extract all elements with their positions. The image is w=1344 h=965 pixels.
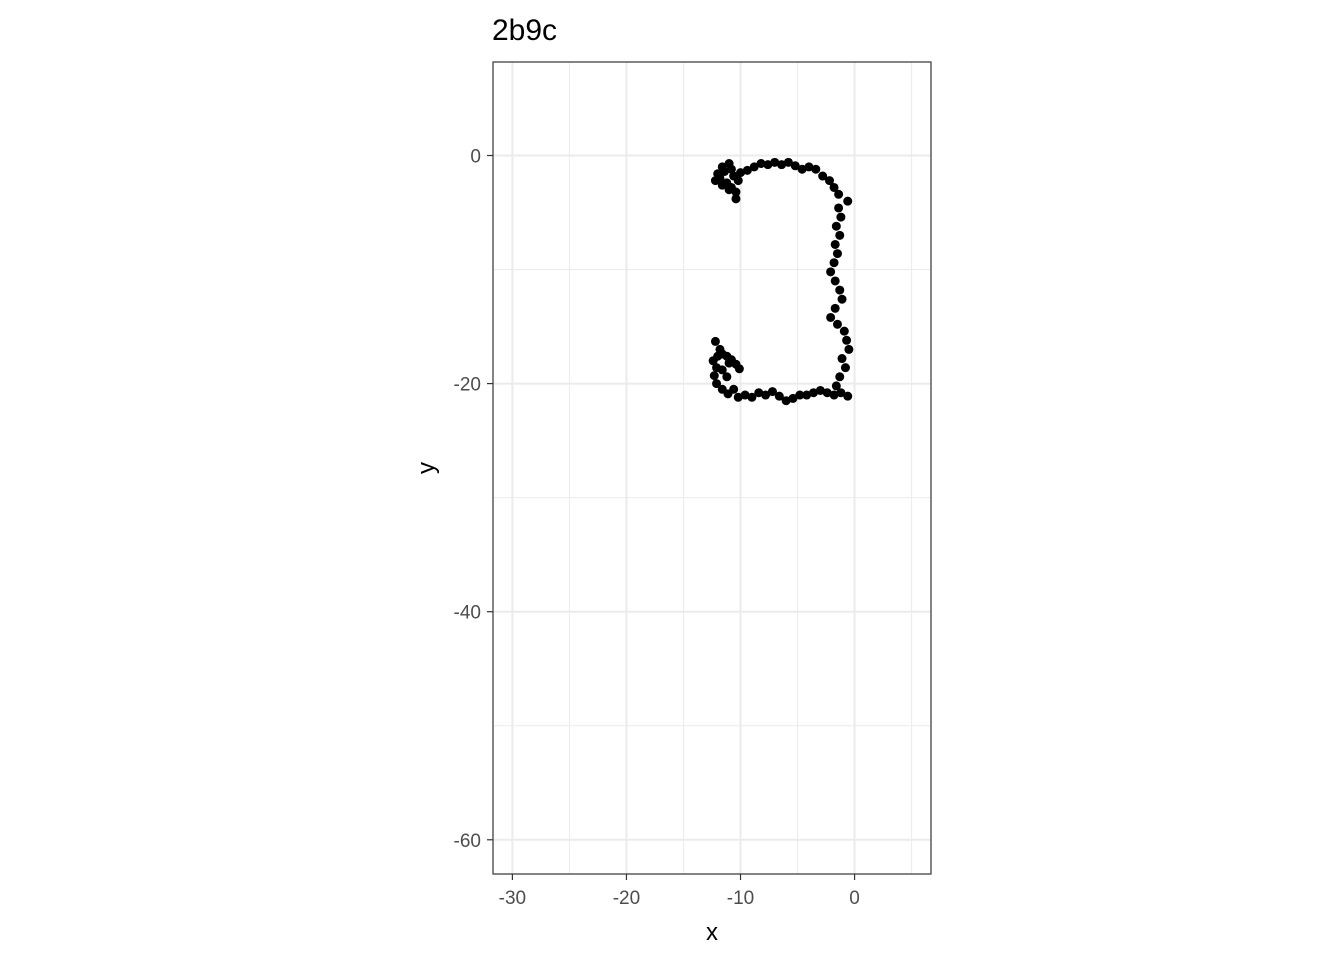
data-point: [715, 344, 725, 354]
y-tick-label: -40: [454, 603, 481, 624]
data-point: [809, 388, 819, 398]
major-gridlines: [493, 62, 931, 874]
data-point: [832, 249, 842, 259]
data-point: [829, 258, 839, 268]
data-points: [708, 157, 854, 406]
data-point: [835, 372, 845, 382]
data-point: [756, 159, 766, 168]
x-tick-label: -10: [727, 888, 754, 909]
data-point: [710, 176, 720, 186]
data-point: [712, 379, 722, 389]
data-point: [731, 194, 741, 204]
y-tick-label: -20: [454, 375, 481, 396]
data-point: [783, 157, 793, 167]
data-point: [754, 388, 764, 398]
data-point: [733, 392, 743, 402]
data-point: [830, 303, 840, 313]
data-point: [844, 344, 854, 354]
data-point: [797, 164, 807, 174]
x-axis-title: x: [706, 919, 718, 946]
panel-border: [492, 61, 932, 875]
x-tick-label: 0: [849, 888, 860, 909]
data-point: [829, 390, 839, 400]
data-point: [781, 396, 791, 406]
minor-gridlines: [493, 62, 931, 874]
data-point: [839, 326, 849, 336]
data-point: [736, 168, 746, 178]
data-point: [770, 157, 780, 167]
data-point: [734, 364, 744, 374]
data-point: [836, 212, 846, 222]
data-point: [717, 384, 727, 394]
data-point: [763, 160, 773, 170]
x-tick-label: -20: [613, 888, 640, 909]
data-point: [830, 276, 840, 286]
data-point: [788, 393, 798, 403]
data-point: [717, 365, 727, 375]
data-point: [777, 160, 787, 170]
x-axis: -30 -20 -10 0: [499, 874, 860, 909]
data-point: [815, 385, 825, 395]
x-tick-label: -30: [499, 888, 526, 909]
y-tick-label: -60: [454, 831, 481, 852]
data-point: [831, 221, 841, 231]
data-point: [804, 162, 814, 172]
chart-title: 2b9c: [492, 14, 557, 47]
data-point: [843, 391, 853, 401]
data-point: [731, 187, 741, 197]
data-point: [717, 180, 727, 190]
data-point: [840, 363, 850, 373]
data-point: [829, 182, 839, 192]
data-point: [747, 392, 757, 402]
data-point: [733, 176, 743, 186]
data-point: [726, 164, 736, 174]
data-point: [742, 165, 752, 175]
data-point: [822, 388, 832, 398]
data-point: [835, 230, 845, 240]
data-point: [790, 161, 800, 171]
data-point: [832, 319, 842, 329]
data-point: [836, 388, 846, 398]
data-point: [835, 285, 845, 295]
data-point: [710, 336, 720, 346]
data-point: [795, 390, 805, 400]
y-axis: 0 -20 -40 -60: [454, 147, 493, 852]
data-point: [722, 372, 732, 382]
data-point: [811, 164, 821, 174]
y-tick-label: 0: [470, 147, 481, 168]
data-point: [720, 166, 730, 176]
data-point: [724, 358, 734, 368]
data-point: [837, 294, 847, 304]
data-point: [837, 354, 847, 364]
data-point: [818, 171, 828, 181]
data-point: [842, 335, 852, 345]
data-point: [740, 390, 750, 400]
data-point: [826, 312, 836, 322]
data-point: [824, 176, 834, 186]
data-point: [767, 387, 777, 397]
data-point: [761, 390, 771, 400]
data-point: [802, 390, 812, 400]
data-point: [749, 162, 759, 172]
data-point: [826, 267, 836, 277]
data-point: [834, 203, 844, 213]
data-point: [843, 196, 853, 206]
data-point: [709, 371, 719, 381]
y-axis-title: y: [413, 462, 440, 474]
data-point: [831, 381, 841, 391]
data-point: [834, 189, 844, 199]
data-point: [830, 239, 840, 249]
data-point: [724, 185, 734, 195]
data-point: [774, 391, 784, 401]
